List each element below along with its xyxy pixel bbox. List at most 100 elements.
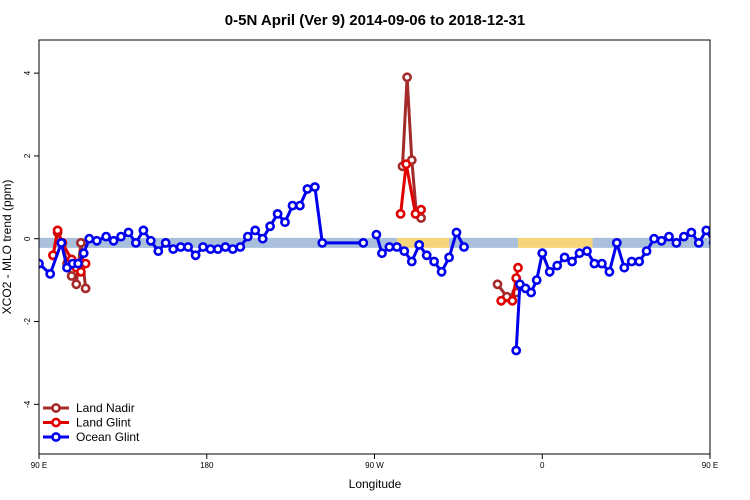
data-point [604, 266, 615, 277]
x-tick-label: 90 W [365, 461, 384, 470]
data-point [401, 159, 412, 170]
data-point [739, 239, 746, 246]
data-point [71, 279, 82, 290]
data-point [496, 295, 507, 306]
data-point [257, 233, 268, 244]
data-point [414, 239, 425, 250]
data-point [399, 246, 410, 256]
data-point [492, 279, 503, 290]
data-point [52, 225, 63, 236]
data-point [459, 242, 469, 252]
data-point [429, 256, 439, 267]
legend-marker-land-glint [51, 417, 61, 428]
series-line-1-3 [732, 230, 750, 271]
legend-marker-land-nadir [51, 403, 61, 413]
legend-label-ocean-glint: Ocean Glint [76, 430, 140, 444]
series-ocean-glint [39, 182, 732, 356]
data-point [507, 295, 518, 306]
data-point [686, 227, 697, 238]
data-point [294, 200, 305, 211]
data-point [395, 208, 406, 219]
data-point [80, 283, 91, 294]
data-point [734, 227, 741, 234]
data-point [708, 239, 710, 247]
data-point [108, 235, 119, 246]
x-axis-label: Longitude [349, 477, 402, 491]
data-point [101, 231, 111, 242]
data-point [656, 235, 667, 246]
data-point [272, 208, 283, 219]
data-point [734, 227, 741, 234]
data-point [531, 275, 542, 285]
data-point [358, 237, 369, 248]
data-point [559, 252, 570, 263]
x-tick-label: 180 [200, 461, 214, 470]
data-point [138, 225, 149, 236]
data-point [725, 239, 732, 246]
data-point [91, 235, 102, 246]
y-tick-label: 4 [23, 70, 32, 75]
data-point [302, 184, 313, 194]
data-point [511, 345, 522, 356]
chart-title: 0-5N April (Ver 9) 2014-09-06 to 2018-12… [225, 12, 525, 29]
data-point [391, 242, 402, 252]
data-point [153, 246, 164, 256]
data-point [160, 237, 171, 248]
legend-label-land-glint: Land Glint [76, 416, 131, 430]
data-point [80, 258, 91, 269]
series-line-0-3 [732, 230, 750, 288]
data-point [526, 287, 536, 298]
y-tick-label: 0 [23, 236, 32, 241]
data-point [444, 252, 454, 263]
y-tick-label: -4 [23, 400, 32, 408]
data-point [235, 242, 246, 252]
data-point [265, 221, 275, 232]
data-point [45, 268, 56, 279]
data-point [406, 256, 417, 267]
data-point [729, 252, 736, 259]
data-point [693, 237, 704, 248]
data-point [317, 237, 328, 248]
series-layer [39, 72, 750, 356]
y-axis: -4 -2 0 2 4 [23, 70, 39, 408]
data-point [552, 260, 563, 271]
series-line-2-2 [514, 228, 710, 351]
data-point [582, 246, 592, 256]
data-point [76, 237, 86, 248]
y-tick-label: -2 [23, 317, 32, 325]
legend-marker-ocean-glint [51, 432, 61, 442]
series-land-nadir [48, 72, 750, 302]
data-point [701, 225, 710, 236]
data-point [597, 258, 607, 269]
data-point [250, 225, 261, 236]
data-point [544, 266, 555, 277]
data-point [574, 248, 585, 259]
data-point [384, 242, 395, 252]
data-point [309, 182, 320, 192]
data-point [436, 266, 447, 277]
data-point [421, 250, 432, 261]
data-point [679, 231, 689, 242]
data-point [280, 217, 290, 228]
y-tick-label: 2 [23, 153, 32, 158]
data-point [56, 237, 67, 248]
data-point [626, 256, 637, 267]
data-point [611, 237, 622, 248]
data-point [451, 227, 462, 238]
data-point [537, 248, 548, 259]
data-point [66, 271, 77, 281]
data-point [634, 256, 645, 267]
data-point [589, 258, 600, 269]
data-point [729, 252, 736, 259]
data-point [671, 237, 682, 248]
data-point [190, 250, 201, 261]
x-tick-label: 90 E [702, 461, 718, 470]
data-point [84, 233, 95, 244]
data-point [664, 231, 674, 242]
y-axis-label: XCO2 - MLO trend (ppm) [0, 180, 14, 315]
data-point [402, 72, 412, 83]
data-point [116, 231, 126, 242]
data-point [513, 262, 523, 273]
data-point [718, 248, 725, 255]
